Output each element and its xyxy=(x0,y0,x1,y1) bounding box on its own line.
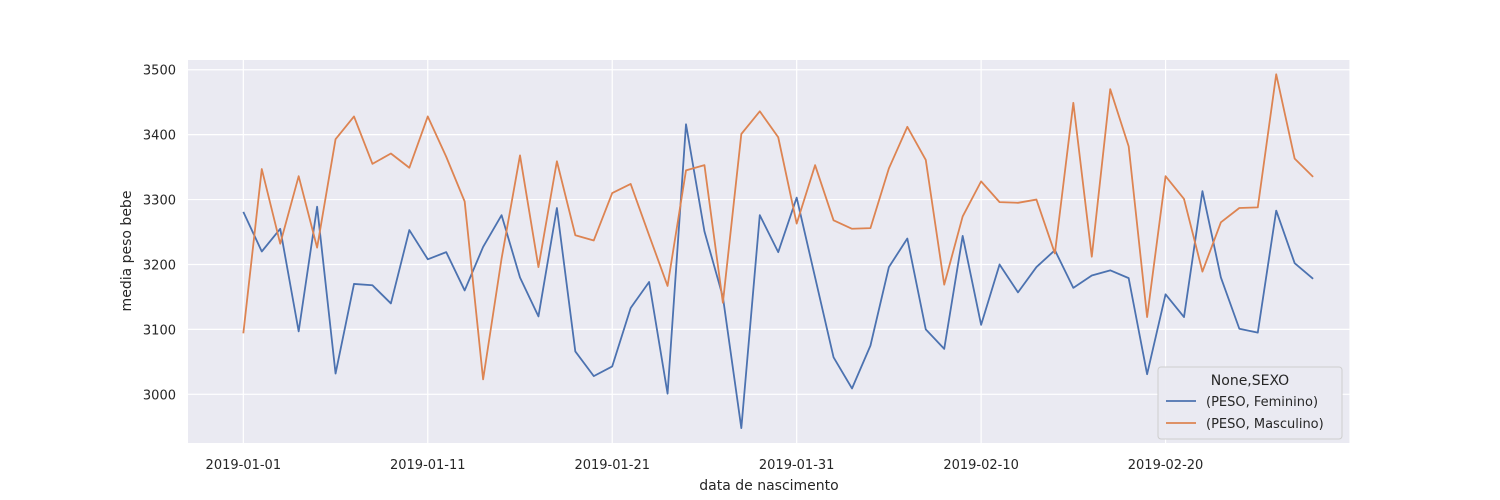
series-line-masculino xyxy=(242,73,1314,381)
x-axis-ticks: 2019-01-01 2019-01-11 2019-01-21 2019-01-31… xyxy=(206,458,1204,473)
y-axis-label: media peso bebe xyxy=(119,191,135,312)
x-tick-label: 2019-02-10 xyxy=(943,458,1019,473)
x-tick-label: 2019-01-31 xyxy=(759,458,835,473)
y-axis-ticks: 3000 3100 3200 3300 3400 3500 xyxy=(143,64,176,404)
grid-lines xyxy=(188,60,1351,443)
x-tick-label: 2019-02-20 xyxy=(1128,458,1204,473)
y-tick-label: 3300 xyxy=(143,194,176,209)
x-tick-label: 2019-01-21 xyxy=(574,458,650,473)
legend-title: None,SEXO xyxy=(1211,373,1289,389)
legend: None,SEXO (PESO, Feminino) (PESO, Mascul… xyxy=(1157,366,1343,440)
x-tick-label: 2019-01-11 xyxy=(390,458,466,473)
y-tick-label: 3200 xyxy=(143,258,176,273)
series-lines xyxy=(242,73,1314,429)
y-tick-label: 3500 xyxy=(143,64,176,79)
y-tick-label: 3400 xyxy=(143,129,176,144)
x-tick-label: 2019-01-01 xyxy=(206,458,282,473)
legend-box xyxy=(1157,366,1343,440)
legend-entry-masculino: (PESO, Masculino) xyxy=(1206,417,1324,432)
legend-entry-feminino: (PESO, Feminino) xyxy=(1206,395,1318,410)
x-axis-label: data de nascimento xyxy=(699,478,838,494)
series-line-feminino xyxy=(242,123,1314,429)
y-tick-label: 3100 xyxy=(143,323,176,338)
y-tick-label: 3000 xyxy=(143,388,176,403)
